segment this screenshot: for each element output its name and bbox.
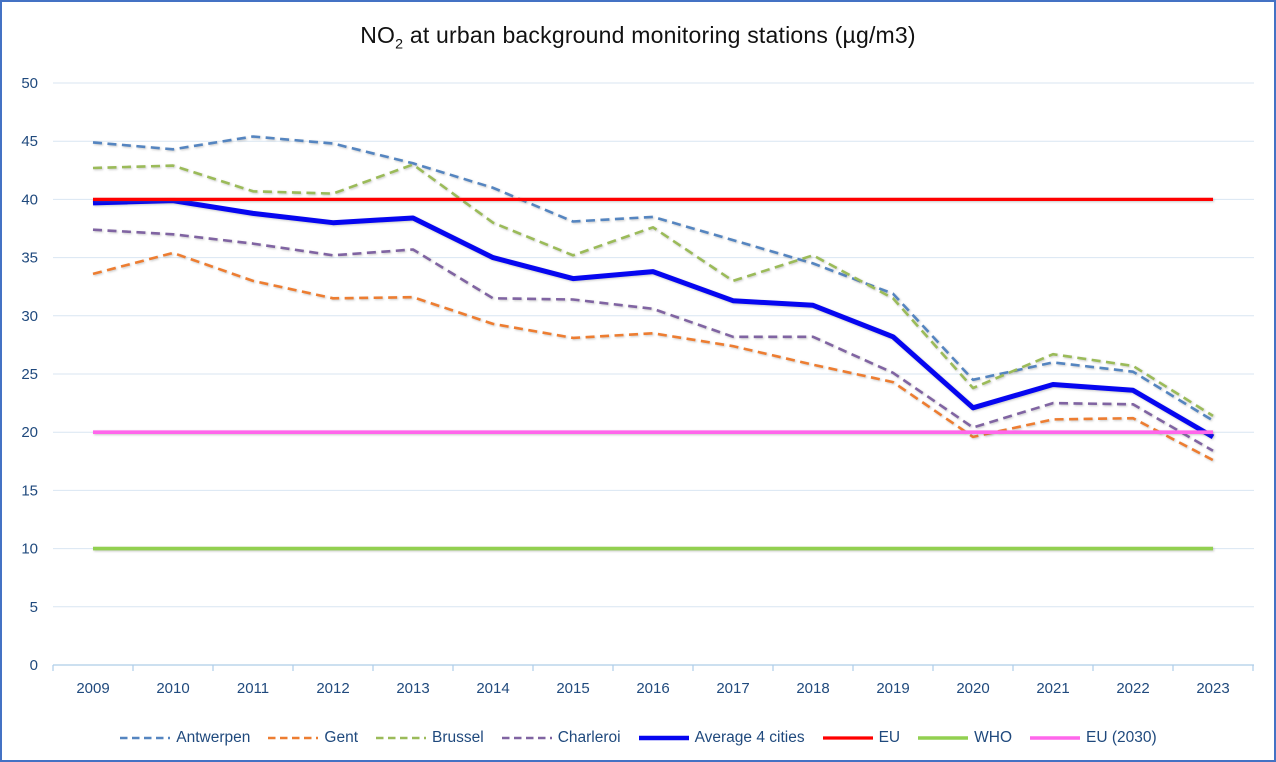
x-axis-label-2019: 2019 — [876, 680, 909, 697]
series-line-charleroi[interactable] — [92, 228, 1214, 452]
legend-swatch-antwerpen — [120, 736, 171, 740]
legend-swatch-charleroi — [501, 736, 552, 740]
x-axis-label-2020: 2020 — [956, 680, 989, 697]
y-axis-label-5: 5 — [30, 599, 38, 616]
x-axis-labels: 2009 2010 2011 2012 2013 2014 2015 2016 2017 2018… — [76, 680, 1229, 697]
series-lines — [92, 135, 1215, 551]
legend-item-eu[interactable]: EU — [822, 729, 901, 747]
legend-label-antwerpen: Antwerpen — [176, 729, 251, 746]
legend-label-brussel: Brussel — [432, 729, 484, 746]
legend-label-charleroi: Charleroi — [557, 729, 621, 746]
y-axis-label-20: 20 — [21, 424, 38, 441]
series-line-average-4-cities[interactable] — [92, 198, 1215, 440]
y-axis-label-30: 30 — [21, 308, 38, 325]
legend-item-brussel[interactable]: Brussel — [375, 729, 484, 747]
legend-label-who: WHO — [974, 729, 1013, 746]
series-line-antwerpen[interactable] — [92, 135, 1214, 422]
y-axis-label-15: 15 — [21, 482, 38, 499]
legend: Antwerpen Gent Brussel Charleroi Average 4 c… — [2, 729, 1274, 747]
series-line-brussel[interactable] — [92, 163, 1214, 418]
legend-label-eu: EU — [878, 729, 901, 746]
x-axis — [52, 664, 1254, 671]
legend-swatch-average-4-cities — [638, 735, 689, 741]
y-axis-label-10: 10 — [21, 541, 38, 558]
chart-title-subscript: 2 — [395, 36, 404, 53]
y-axis-label-35: 35 — [21, 250, 38, 267]
legend-item-who[interactable]: WHO — [917, 729, 1012, 747]
x-axis-label-2023: 2023 — [1196, 680, 1229, 697]
y-axis-label-45: 45 — [21, 133, 38, 150]
legend-item-average-4-cities[interactable]: Average 4 cities — [638, 729, 805, 747]
chart-title: NO2 at urban background monitoring stati… — [2, 22, 1274, 53]
legend-item-charleroi[interactable]: Charleroi — [501, 729, 621, 747]
x-axis-label-2014: 2014 — [476, 680, 509, 697]
y-axis-label-40: 40 — [21, 191, 38, 208]
x-axis-label-2017: 2017 — [716, 680, 749, 697]
legend-item-gent[interactable]: Gent — [267, 729, 358, 747]
x-axis-label-2016: 2016 — [636, 680, 669, 697]
chart-title-rest: at urban background monitoring stations … — [403, 22, 916, 48]
legend-swatch-who — [918, 736, 969, 740]
x-axis-label-2013: 2013 — [396, 680, 429, 697]
x-axis-label-2022: 2022 — [1116, 680, 1149, 697]
legend-label-eu-2030: EU (2030) — [1086, 729, 1157, 746]
legend-label-gent: Gent — [324, 729, 359, 746]
legend-item-antwerpen[interactable]: Antwerpen — [119, 729, 250, 747]
y-axis-labels: 0 5 10 15 20 25 30 35 40 45 50 — [21, 75, 38, 674]
chart-title-text: NO — [360, 22, 396, 48]
x-axis-label-2018: 2018 — [796, 680, 829, 697]
legend-label-average-4-cities: Average 4 cities — [694, 729, 805, 746]
y-axis-label-50: 50 — [21, 75, 38, 92]
x-axis-label-2021: 2021 — [1036, 680, 1069, 697]
legend-item-eu-2030[interactable]: EU (2030) — [1029, 729, 1157, 747]
x-axis-label-2015: 2015 — [556, 680, 589, 697]
legend-swatch-eu-2030 — [1030, 736, 1081, 740]
legend-swatch-eu — [822, 736, 873, 740]
x-axis-label-2010: 2010 — [156, 680, 189, 697]
x-axis-label-2011: 2011 — [237, 680, 269, 697]
gridlines — [53, 82, 1254, 608]
x-axis-label-2012: 2012 — [316, 680, 349, 697]
x-axis-label-2009: 2009 — [76, 680, 109, 697]
y-axis-label-25: 25 — [21, 366, 38, 383]
legend-swatch-gent — [268, 736, 319, 740]
legend-swatch-brussel — [376, 736, 427, 740]
y-axis-label-0: 0 — [30, 657, 38, 674]
series-line-gent[interactable] — [92, 251, 1214, 462]
